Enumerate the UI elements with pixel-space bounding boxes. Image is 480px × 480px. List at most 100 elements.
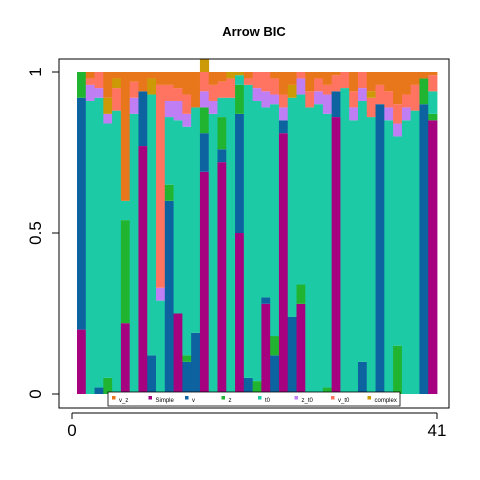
- bar-segment-z-40: [428, 113, 438, 121]
- bar-segment-v_t0-12: [182, 94, 192, 114]
- bar-segment-v_z-12: [182, 72, 192, 95]
- bar-segment-v_t0-4: [112, 88, 122, 111]
- bar-segment-v_t0-32: [357, 72, 368, 89]
- bar-segment-v_t0-20: [252, 72, 262, 89]
- bar-segment-v_t0-17: [226, 78, 236, 98]
- bar-segment-t0-8: [147, 94, 157, 356]
- bar-segment-z_t0-15: [208, 100, 218, 114]
- bar-segment-v-29: [331, 91, 341, 118]
- bar-segment-v_z-29: [331, 72, 341, 76]
- bar-segment-v_t0-36: [393, 104, 403, 124]
- bar-segment-z_t0-12: [182, 113, 192, 127]
- bar-segment-v_t0-9: [156, 84, 166, 288]
- bar-segment-v-16: [217, 149, 227, 163]
- bar-segment-t0-40: [428, 91, 438, 114]
- bar-segment-v_t0-28: [322, 84, 333, 95]
- bar-segment-t0-36: [393, 136, 403, 346]
- bar-segment-z_t0-2: [94, 88, 104, 98]
- bar-segment-z-22: [270, 336, 280, 356]
- legend: v_z Simple v z t0 z_t0 v_t0 complex: [107, 391, 401, 407]
- bar-segment-z-0: [77, 72, 87, 98]
- bar-segment-v_t0-27: [314, 78, 324, 92]
- bar-segment-v_t0-14: [199, 72, 210, 92]
- bar-segment-v_z-7: [138, 72, 148, 92]
- bar-segment-v_z-24: [287, 72, 297, 85]
- legend-label-z_t0: z_t0: [302, 398, 314, 404]
- bar-segment-v-39: [419, 104, 429, 394]
- bar-segment-z-39: [419, 78, 429, 105]
- legend-label-z: z: [229, 398, 232, 404]
- bar-segment-v-34: [375, 104, 385, 394]
- bar-segment-z_t0-21: [261, 91, 271, 108]
- bar-segment-z_t0-36: [393, 123, 403, 137]
- bar-segment-v-0: [77, 97, 87, 330]
- bar-segment-t0-9: [156, 300, 166, 394]
- legend-swatch-complex: [367, 396, 371, 400]
- bar-segment-z-18: [235, 84, 245, 114]
- bar-segment-v-22: [270, 355, 280, 394]
- bar-segment-v-13: [191, 332, 201, 394]
- bar-segment-v_z-34: [375, 72, 385, 85]
- bar-segment-Simple-0: [77, 329, 87, 394]
- bar-segment-v-24: [287, 316, 297, 394]
- bar-segment-v_t0-19: [243, 78, 254, 85]
- bar-segment-Simple-16: [217, 162, 227, 394]
- bar-segment-complex-18: [235, 72, 245, 76]
- bar-segment-v_z-40: [428, 72, 438, 76]
- bar-segment-z_t0-35: [384, 107, 394, 121]
- bar-segment-z_t0-1: [85, 84, 95, 101]
- bar-segment-v_z-36: [393, 72, 403, 105]
- bar-segment-t0-24: [287, 97, 297, 317]
- bar-segment-z_t0-9: [156, 287, 166, 301]
- bar-segment-v-7: [138, 91, 148, 147]
- bar-segment-z-25: [296, 284, 306, 304]
- bar-segment-t0-15: [208, 113, 218, 395]
- bar-segment-z_t0-31: [349, 107, 359, 121]
- bar-segment-v-8: [147, 355, 157, 394]
- bar-segment-v-14: [199, 133, 210, 172]
- bar-segment-z-12: [182, 355, 192, 362]
- bar-segment-Simple-18: [235, 233, 245, 394]
- bar-segment-v-10: [164, 200, 174, 394]
- bar-segment-v_t0-10: [164, 84, 174, 101]
- bar-segment-z-3: [103, 377, 113, 394]
- bar-segment-Simple-21: [261, 303, 271, 394]
- bar-segment-Simple-5: [120, 323, 131, 394]
- bar-segment-t0-4: [112, 110, 122, 394]
- chart-title: Arrow BIC: [222, 24, 286, 39]
- bar-segment-z-5: [120, 220, 131, 324]
- bar-segment-v_z-27: [314, 72, 324, 79]
- bar-segment-v_t0-15: [208, 84, 218, 101]
- bar-segment-z_t0-23: [278, 107, 289, 121]
- bar-segment-Simple-7: [138, 146, 148, 394]
- bar-segment-t0-16: [217, 97, 227, 118]
- bar-segment-v_z-39: [419, 72, 429, 79]
- bar-segment-v_z-6: [129, 72, 139, 82]
- bar-segment-v_t0-37: [401, 94, 412, 108]
- bar-segment-v_z-11: [173, 72, 183, 89]
- bar-segment-v-21: [261, 297, 271, 304]
- bar-segment-z-28: [322, 387, 333, 394]
- bar-segment-v_z-1: [85, 72, 95, 79]
- bar-segment-Simple-23: [278, 133, 289, 394]
- legend-swatch-v_z: [112, 396, 116, 400]
- bar-segment-complex-33: [366, 91, 376, 98]
- bar-segment-t0-5: [120, 200, 131, 221]
- bar-segment-z_t0-3: [103, 113, 113, 124]
- legend-label-complex: complex: [375, 398, 397, 404]
- bar-segment-v_z-31: [349, 72, 359, 92]
- bar-segment-v_t0-11: [173, 88, 183, 101]
- bar-segment-complex-24: [287, 84, 297, 98]
- bar-segment-Simple-11: [173, 313, 183, 394]
- y-tick-label: 1: [26, 67, 45, 76]
- bar-segment-z-14: [199, 107, 210, 134]
- bar-segment-t0-21: [261, 107, 271, 298]
- bar-segment-v-32: [357, 361, 368, 394]
- bar-segment-v_t0-33: [366, 97, 376, 118]
- bar-segment-complex-3: [103, 97, 113, 114]
- bar-segment-v_z-28: [322, 72, 333, 85]
- bar-segment-z_t0-22: [270, 94, 280, 105]
- bar-segment-v_z-22: [270, 72, 280, 79]
- bar-segment-z_t0-6: [129, 97, 139, 114]
